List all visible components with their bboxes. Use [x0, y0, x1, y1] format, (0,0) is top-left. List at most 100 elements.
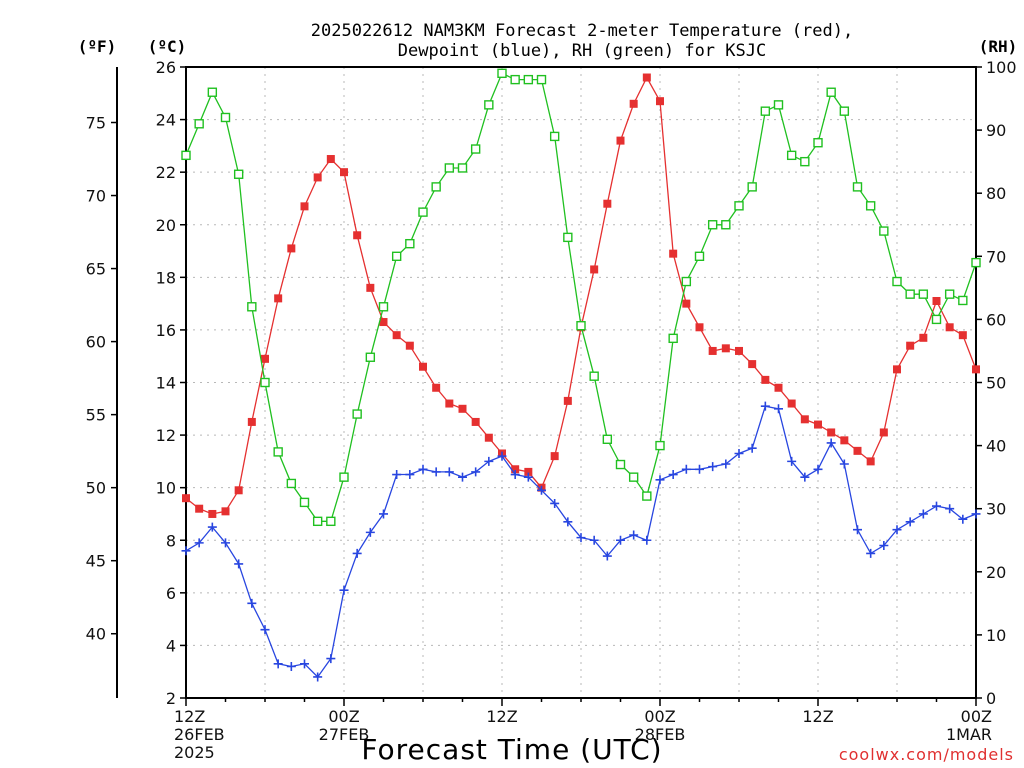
- dewpoint-point: [458, 472, 467, 482]
- dewpoint-point: [721, 459, 731, 469]
- dewpoint-point: [352, 548, 362, 558]
- axes: [111, 66, 982, 706]
- rh-point: [181, 150, 191, 161]
- tick-labels: 2468101214161820222426404550556065707501…: [86, 58, 1017, 762]
- rh-point: [800, 156, 810, 167]
- rh-point: [628, 472, 639, 482]
- chart-title-line1: 2025022612 NAM3KM Forecast 2-meter Tempe…: [311, 21, 853, 41]
- x-axis-label: Forecast Time (UTC): [361, 733, 662, 766]
- rh-tick-label: 10: [986, 626, 1006, 645]
- temperature-point: [379, 318, 388, 327]
- temperature-point: [682, 299, 691, 308]
- temperature-point: [695, 323, 704, 332]
- temperature-point: [405, 341, 414, 350]
- rh-point: [773, 100, 784, 110]
- temperature-point: [287, 244, 296, 253]
- temperature-point: [629, 99, 638, 108]
- temperature-point: [827, 428, 836, 437]
- dewpoint-point: [563, 517, 573, 527]
- dewpoint-point: [471, 467, 481, 477]
- dewpoint-point: [418, 464, 428, 474]
- temperature-point: [590, 265, 599, 274]
- dewpoint-point: [616, 535, 625, 545]
- dewpoint-point: [971, 509, 981, 519]
- celsius-tick-label: 24: [156, 111, 176, 130]
- dewpoint-point: [273, 659, 283, 669]
- celsius-tick-label: 26: [156, 58, 176, 77]
- x-tick-label: 00Z: [644, 707, 675, 726]
- rh-point: [405, 238, 415, 249]
- rh-point: [747, 182, 757, 192]
- fahrenheit-tick-label: 40: [86, 625, 106, 644]
- celsius-tick-label: 10: [156, 479, 176, 498]
- dewpoint-point: [313, 672, 323, 682]
- celsius-tick-label: 6: [166, 584, 176, 603]
- fahrenheit-tick-label: 70: [86, 187, 106, 206]
- rh-point: [352, 409, 362, 419]
- dewpoint-point: [444, 467, 454, 477]
- dewpoint-point: [181, 546, 191, 556]
- rh-tick-label: 0: [986, 689, 996, 708]
- temperature-point: [840, 436, 849, 445]
- x-tick-label: 26FEB: [174, 725, 225, 744]
- dewpoint-point: [853, 525, 862, 535]
- celsius-unit-label: (ºC): [148, 37, 187, 56]
- dewpoint-point: [286, 661, 296, 671]
- temperature-point: [366, 283, 375, 292]
- temperature-point: [511, 465, 520, 474]
- celsius-tick-label: 4: [166, 636, 176, 655]
- dewpoint-point: [655, 475, 665, 485]
- rh-point: [312, 516, 323, 527]
- dewpoint-point: [392, 470, 402, 480]
- rh-tick-label: 20: [986, 563, 1006, 582]
- x-tick-label: 12Z: [486, 707, 517, 726]
- dewpoint-point: [826, 438, 836, 448]
- temperature-point: [221, 507, 230, 516]
- celsius-tick-label: 2: [166, 689, 176, 708]
- rh-point: [721, 220, 731, 230]
- rh-tick-label: 80: [986, 184, 1006, 203]
- temperature-point: [550, 452, 559, 461]
- temperature-point: [708, 346, 717, 355]
- rh-unit-label: (RH): [979, 37, 1018, 56]
- rh-point: [391, 251, 402, 262]
- rh-point: [510, 74, 520, 85]
- dewpoint-point: [800, 472, 810, 482]
- rh-point: [694, 251, 705, 262]
- dewpoint-point: [379, 509, 388, 519]
- dewpoint-point: [747, 443, 757, 453]
- fahrenheit-unit-label: (ºF): [78, 37, 117, 56]
- dewpoint-point: [589, 535, 599, 545]
- rh-point: [549, 131, 560, 142]
- dewpoint-point: [602, 551, 612, 561]
- temperature-point: [524, 467, 533, 476]
- chart-title-line2: Dewpoint (blue), RH (green) for KSJC: [398, 41, 766, 61]
- rh-point: [260, 377, 270, 388]
- rh-point: [958, 295, 968, 306]
- rh-point: [194, 119, 204, 129]
- rh-point: [247, 302, 257, 312]
- rh-point: [734, 201, 744, 211]
- temperature-point: [669, 249, 678, 258]
- rh-point: [470, 144, 481, 154]
- dewpoint-point: [760, 401, 770, 411]
- dewpoint-point: [260, 625, 270, 635]
- temperature-point: [814, 420, 822, 429]
- rh-point: [233, 169, 244, 179]
- x-tick-label: 00Z: [961, 707, 992, 726]
- temperature-point: [313, 173, 322, 182]
- temperature-point: [353, 231, 362, 240]
- dewpoint-point: [221, 538, 230, 548]
- temperature-point: [945, 323, 954, 332]
- temperature-point: [234, 486, 243, 495]
- x-tick-label: 28FEB: [635, 725, 686, 744]
- dewpoint-point: [879, 541, 889, 551]
- temperature-point: [392, 331, 401, 340]
- temperature-point: [274, 294, 283, 303]
- dewpoint-point: [813, 464, 823, 474]
- rh-point: [707, 220, 718, 230]
- rh-point: [879, 226, 889, 236]
- temperature-point: [261, 354, 269, 363]
- temperature-point: [208, 509, 217, 518]
- temperature-point: [340, 168, 348, 177]
